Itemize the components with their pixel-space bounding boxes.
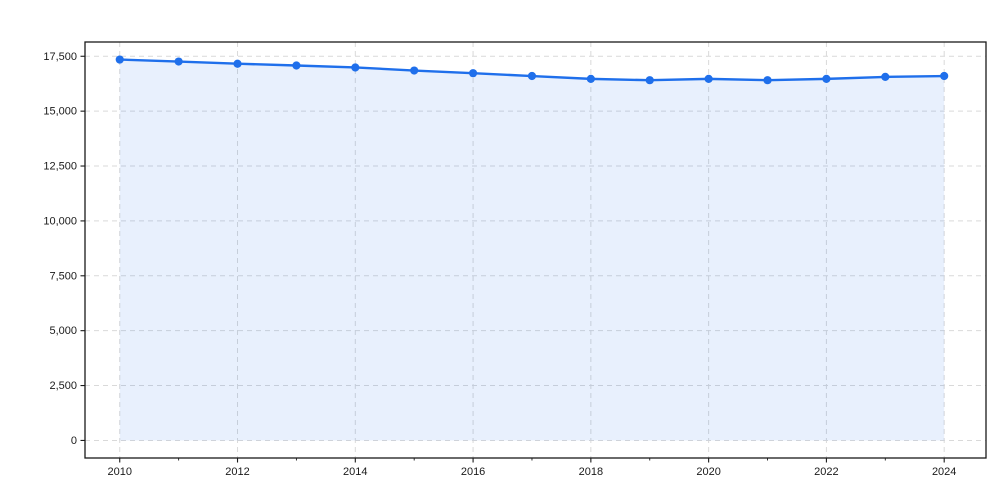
y-major-ticks [80,55,85,441]
y-tick-label: 15,000 [43,106,77,118]
data-point-2015 [410,66,419,75]
data-point-2012 [233,59,242,68]
y-tick-label: 7,500 [49,270,77,282]
series-area-fill [119,59,945,441]
y-tick-label: 0 [71,435,77,447]
series-markers [115,55,949,85]
x-tick-label: 2020 [696,466,720,478]
y-tick-label: 17,500 [43,51,77,63]
plot-spines [84,41,987,459]
y-tick-label: 5,000 [49,325,77,337]
data-point-2018 [586,74,595,83]
data-point-2020 [704,74,713,83]
data-point-2016 [468,69,478,78]
x-tick-label: 2018 [579,466,603,478]
x-tick-label: 2014 [343,466,367,478]
data-point-2023 [881,72,890,82]
horizontal-gridlines [85,55,986,441]
data-point-2013 [292,61,301,70]
x-tick-label: 2016 [461,466,485,478]
vertical-gridlines [119,42,945,458]
data-point-2024 [940,71,949,81]
x-tick-label: 2010 [108,466,132,478]
data-point-2017 [527,71,537,81]
x-tick-labels: 2010 2012 2014 2016 2018 2020 2022 2024 [108,466,957,478]
data-point-2021 [763,76,772,85]
x-tick-label: 2024 [932,466,956,478]
y-tick-labels: 0 2,500 5,000 7,500 10,000 12,500 15,000 17,500 [43,51,77,447]
x-minor-ticks [178,458,886,461]
data-point-2019 [645,76,654,85]
x-tick-label: 2022 [814,466,838,478]
data-point-2010 [115,55,124,64]
data-point-2011 [174,57,183,66]
x-major-ticks [119,458,945,463]
data-point-2014 [351,63,360,72]
data-point-2022 [822,74,831,83]
y-tick-label: 10,000 [43,215,77,227]
x-tick-label: 2012 [225,466,249,478]
y-tick-label: 2,500 [49,380,77,392]
y-tick-label: 12,500 [43,161,77,173]
